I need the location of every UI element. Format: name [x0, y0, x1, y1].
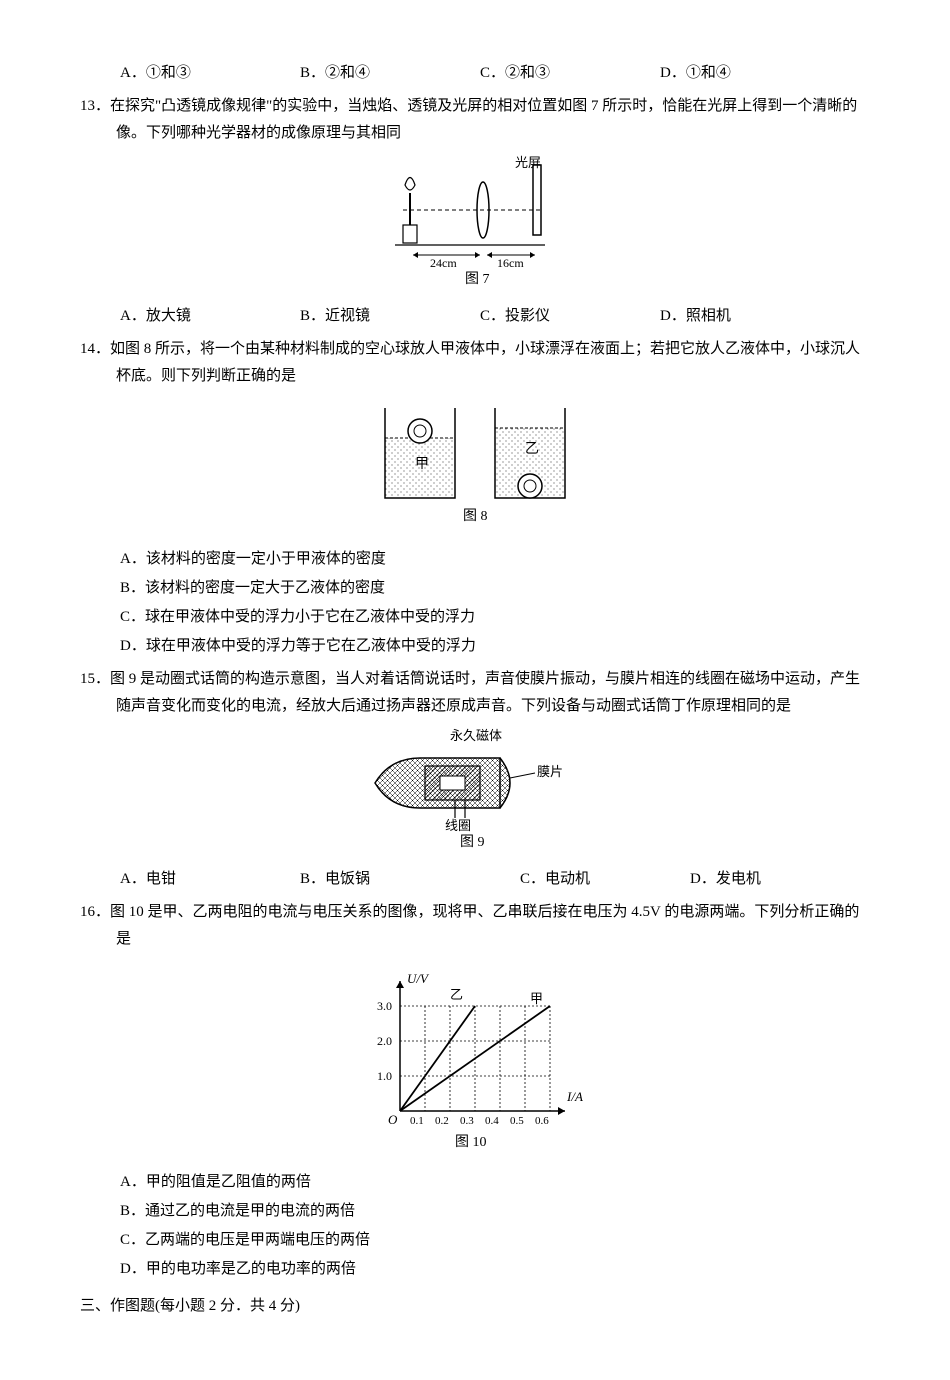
q14-option-a: A．该材料的密度一定小于甲液体的密度 — [120, 546, 870, 573]
q12-option-d: D．①和④ — [660, 60, 810, 87]
q15-stem: 图 9 是动圈式话筒的构造示意图，当人对着话筒说话时，声音使膜片振动，与膜片相连… — [110, 671, 860, 714]
q16-options: A．甲的阻值是乙阻值的两倍 B．通过乙的电流是甲的电流的两倍 C．乙两端的电压是… — [120, 1169, 870, 1283]
q15-figure: 永久磁体 膜片 线圈 图 9 — [80, 728, 870, 858]
screen-label: 光屏 — [515, 155, 541, 170]
xtick-5: 0.5 — [510, 1115, 524, 1127]
q16-option-b: B．通过乙的电流是甲的电流的两倍 — [120, 1198, 870, 1225]
dist-right: 16cm — [497, 256, 524, 270]
q15: 15．图 9 是动圈式话筒的构造示意图，当人对着话筒说话时，声音使膜片振动，与膜… — [116, 666, 870, 720]
q15-number: 15． — [80, 671, 110, 687]
fig8-svg: 甲 乙 图 8 — [355, 398, 595, 528]
fig9-svg: 永久磁体 膜片 线圈 图 9 — [360, 728, 590, 848]
q14: 14．如图 8 所示，将一个由某种材料制成的空心球放人甲液体中，小球漂浮在液面上… — [116, 336, 870, 390]
fig7-label: 图 7 — [465, 272, 490, 285]
q12-option-a: A．①和③ — [120, 60, 300, 87]
membrane-label: 膜片 — [537, 764, 563, 779]
q14-stem: 如图 8 所示，将一个由某种材料制成的空心球放人甲液体中，小球漂浮在液面上；若把… — [110, 341, 860, 384]
q13-figure: 光屏 24cm 16cm 图 7 — [80, 155, 870, 295]
xtick-4: 0.4 — [485, 1115, 499, 1127]
q15-option-c: C．电动机 — [520, 866, 690, 893]
series-yi-label: 乙 — [450, 987, 463, 1002]
q14-figure: 甲 乙 图 8 — [80, 398, 870, 538]
q16: 16．图 10 是甲、乙两电阻的电流与电压关系的图像，现将甲、乙串联后接在电压为… — [116, 899, 870, 953]
dist-left: 24cm — [430, 256, 457, 270]
q14-number: 14． — [80, 341, 110, 357]
xtick-3: 0.3 — [460, 1115, 474, 1127]
fig10-label: 图 10 — [455, 1135, 487, 1150]
q15-option-a: A．电钳 — [120, 866, 300, 893]
ytick-2: 2.0 — [377, 1034, 392, 1048]
q12-options: A．①和③ B．②和④ C．②和③ D．①和④ — [120, 60, 870, 87]
beaker-jia-label: 甲 — [415, 457, 429, 472]
q14-options: A．该材料的密度一定小于甲液体的密度 B．该材料的密度一定大于乙液体的密度 C．… — [120, 546, 870, 660]
q16-option-d: D．甲的电功率是乙的电功率的两倍 — [120, 1256, 870, 1283]
q16-option-c: C．乙两端的电压是甲两端电压的两倍 — [120, 1227, 870, 1254]
y-axis-label: U/V — [407, 971, 430, 986]
q13-option-a: A．放大镜 — [120, 303, 300, 330]
q14-option-b: B．该材料的密度一定大于乙液体的密度 — [120, 575, 870, 602]
q13-stem: 在探究"凸透镜成像规律"的实验中，当烛焰、透镜及光屏的相对位置如图 7 所示时，… — [110, 98, 857, 141]
q12-option-b: B．②和④ — [300, 60, 480, 87]
q13-option-b: B．近视镜 — [300, 303, 480, 330]
fig10-svg: U/V I/A O 1.0 2.0 3.0 0.1 0.2 0.3 0.4 0.… — [355, 961, 595, 1151]
origin-label: O — [388, 1112, 398, 1127]
xtick-2: 0.2 — [435, 1115, 449, 1127]
ytick-1: 1.0 — [377, 1069, 392, 1083]
q13: 13．在探究"凸透镜成像规律"的实验中，当烛焰、透镜及光屏的相对位置如图 7 所… — [116, 93, 870, 147]
section3-heading: 三、作图题(每小题 2 分．共 4 分) — [80, 1293, 870, 1320]
q13-options: A．放大镜 B．近视镜 C．投影仪 D．照相机 — [120, 303, 870, 330]
q15-option-b: B．电饭锅 — [300, 866, 520, 893]
xtick-1: 0.1 — [410, 1115, 424, 1127]
q14-option-d: D．球在甲液体中受的浮力等于它在乙液体中受的浮力 — [120, 633, 870, 660]
q13-option-d: D．照相机 — [660, 303, 810, 330]
series-jia-label: 甲 — [530, 991, 543, 1006]
fig8-label: 图 8 — [463, 509, 488, 524]
magnet-label: 永久磁体 — [450, 728, 502, 743]
q16-number: 16． — [80, 904, 110, 920]
q16-option-a: A．甲的阻值是乙阻值的两倍 — [120, 1169, 870, 1196]
q12-option-c: C．②和③ — [480, 60, 660, 87]
q13-number: 13． — [80, 98, 110, 114]
fig9-label: 图 9 — [460, 835, 485, 848]
ytick-3: 3.0 — [377, 999, 392, 1013]
x-axis-label: I/A — [566, 1089, 583, 1104]
beaker-yi-label: 乙 — [525, 441, 539, 457]
fig7-svg: 光屏 24cm 16cm 图 7 — [375, 155, 575, 285]
coil-label: 线圈 — [445, 818, 471, 833]
xtick-6: 0.6 — [535, 1115, 549, 1127]
q15-option-d: D．发电机 — [690, 866, 840, 893]
q15-options: A．电钳 B．电饭锅 C．电动机 D．发电机 — [120, 866, 870, 893]
q16-figure: U/V I/A O 1.0 2.0 3.0 0.1 0.2 0.3 0.4 0.… — [80, 961, 870, 1161]
q16-stem: 图 10 是甲、乙两电阻的电流与电压关系的图像，现将甲、乙串联后接在电压为 4.… — [110, 904, 859, 947]
q13-option-c: C．投影仪 — [480, 303, 660, 330]
q14-option-c: C．球在甲液体中受的浮力小于它在乙液体中受的浮力 — [120, 604, 870, 631]
